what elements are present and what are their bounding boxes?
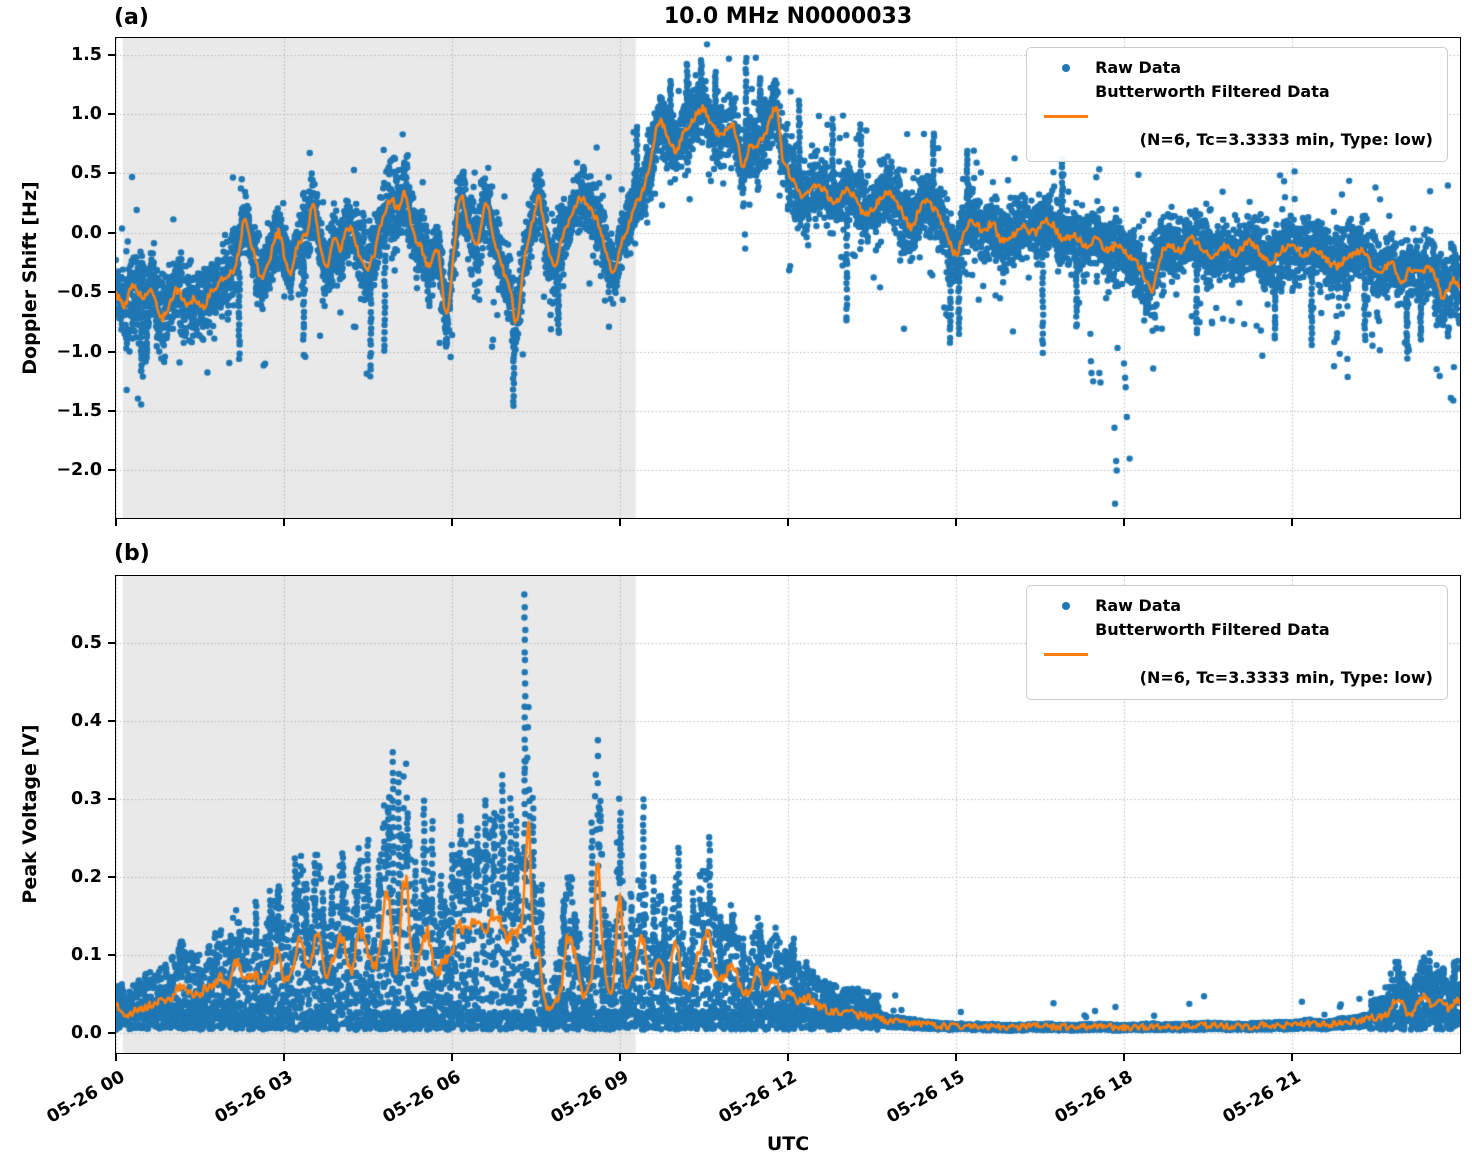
x-tick-mark — [619, 518, 621, 526]
y-tick-label: −0.5 — [56, 282, 102, 303]
x-tick-mark — [1291, 518, 1293, 526]
filtered-line-icon — [1044, 114, 1089, 118]
y-tick-mark — [108, 231, 116, 234]
x-tick-label: 05-26 03 — [211, 1067, 296, 1128]
y-tick-label: 1.0 — [70, 104, 102, 125]
legend-panel-b: Raw Data Butterworth Filtered Data (N=6,… — [1026, 585, 1448, 700]
filtered-line-swatch — [1037, 652, 1095, 656]
y-tick-label: 0.4 — [70, 710, 102, 731]
legend-raw-label: Raw Data — [1095, 58, 1182, 77]
panel-a-letter: (a) — [114, 5, 149, 30]
x-tick-mark — [283, 518, 285, 526]
x-tick-mark — [1123, 518, 1125, 526]
x-tick-mark — [787, 518, 789, 526]
y-tick-mark — [108, 113, 116, 116]
raw-data-marker-swatch — [1037, 602, 1095, 610]
x-tick-mark — [451, 518, 453, 526]
x-tick-mark — [955, 518, 957, 526]
raw-data-dot-icon — [1062, 64, 1071, 72]
legend-filtered-line1: Butterworth Filtered Data — [1095, 82, 1330, 101]
y-tick-label: 0.5 — [70, 633, 102, 654]
legend-entry-raw: Raw Data — [1037, 56, 1433, 80]
x-tick-mark — [1291, 1053, 1293, 1061]
y-tick-mark — [108, 53, 116, 56]
x-tick-mark — [1123, 1053, 1125, 1061]
x-tick-label: 05-26 15 — [883, 1067, 968, 1128]
filtered-line-icon — [1044, 652, 1089, 656]
filtered-line-swatch — [1037, 114, 1095, 118]
y-tick-label: −2.0 — [56, 460, 102, 481]
y-tick-label: 0.5 — [70, 163, 102, 184]
y-tick-mark — [108, 1031, 116, 1034]
y-tick-mark — [108, 642, 116, 645]
x-tick-label: 05-26 21 — [1219, 1067, 1304, 1128]
legend-filtered-line1: Butterworth Filtered Data — [1095, 620, 1330, 639]
x-tick-label: 05-26 18 — [1051, 1067, 1136, 1128]
y-tick-label: 0.2 — [70, 866, 102, 887]
y-tick-mark — [108, 719, 116, 722]
x-tick-mark — [451, 1053, 453, 1061]
y-tick-mark — [108, 469, 116, 472]
legend-raw-label: Raw Data — [1095, 596, 1182, 615]
y-tick-label: 1.5 — [70, 44, 102, 65]
raw-data-marker-swatch — [1037, 64, 1095, 72]
x-tick-label: 05-26 09 — [547, 1067, 632, 1128]
x-tick-mark — [283, 1053, 285, 1061]
y-tick-mark — [108, 172, 116, 175]
y-tick-mark — [108, 291, 116, 294]
legend-entry-filtered: Butterworth Filtered Data (N=6, Tc=3.333… — [1037, 618, 1433, 690]
y-tick-mark — [108, 875, 116, 878]
y-tick-label: −1.0 — [56, 341, 102, 362]
legend-filtered-label: Butterworth Filtered Data (N=6, Tc=3.333… — [1095, 80, 1433, 152]
x-tick-mark — [787, 1053, 789, 1061]
legend-filtered-line2: (N=6, Tc=3.3333 min, Type: low) — [1139, 668, 1433, 687]
legend-filtered-label: Butterworth Filtered Data (N=6, Tc=3.333… — [1095, 618, 1433, 690]
x-tick-mark — [115, 1053, 117, 1061]
x-tick-mark — [115, 518, 117, 526]
panel-b-letter: (b) — [114, 541, 150, 566]
legend-panel-a: Raw Data Butterworth Filtered Data (N=6,… — [1026, 47, 1448, 162]
y-tick-mark — [108, 350, 116, 353]
legend-filtered-line2: (N=6, Tc=3.3333 min, Type: low) — [1139, 130, 1433, 149]
y-tick-label: 0.0 — [70, 222, 102, 243]
legend-entry-raw: Raw Data — [1037, 594, 1433, 618]
y-tick-mark — [108, 410, 116, 413]
chart-title: 10.0 MHz N0000033 — [663, 4, 913, 29]
y-tick-label: 0.3 — [70, 788, 102, 809]
raw-data-dot-icon — [1062, 602, 1071, 610]
legend-entry-filtered: Butterworth Filtered Data (N=6, Tc=3.333… — [1037, 80, 1433, 152]
y-tick-label: −1.5 — [56, 401, 102, 422]
x-tick-label: 05-26 12 — [715, 1067, 800, 1128]
x-tick-label: 05-26 00 — [43, 1067, 128, 1128]
x-tick-label: 05-26 06 — [379, 1067, 464, 1128]
x-axis-label: UTC — [766, 1133, 810, 1155]
y-tick-label: 0.1 — [70, 944, 102, 965]
x-tick-mark — [619, 1053, 621, 1061]
x-tick-mark — [955, 1053, 957, 1061]
y-tick-mark — [108, 797, 116, 800]
y-tick-mark — [108, 953, 116, 956]
y-tick-label: 0.0 — [70, 1022, 102, 1043]
